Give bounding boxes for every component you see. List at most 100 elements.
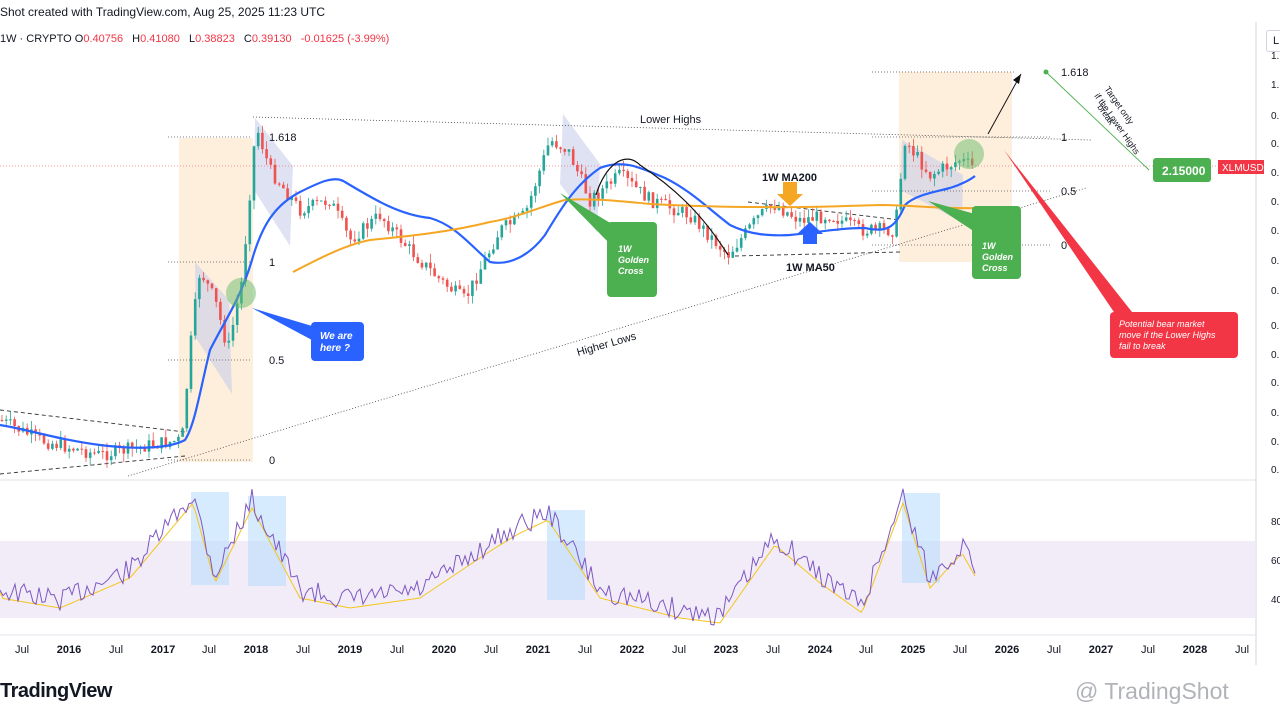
candle-body — [618, 169, 621, 174]
candle-body — [525, 207, 529, 211]
candle-body — [844, 217, 848, 221]
candle-body — [403, 242, 407, 246]
candle-body — [886, 227, 890, 236]
candle-body — [353, 239, 357, 242]
candle-body — [891, 235, 894, 237]
x-tick-label: Jul — [672, 644, 686, 656]
we-are-here-text: here ? — [320, 343, 350, 354]
candle-body — [832, 220, 835, 222]
breakout-arrow — [987, 73, 1022, 135]
golden-cross-1-box — [607, 222, 657, 297]
candle-body — [563, 149, 567, 152]
x-tick-label: Jul — [202, 644, 216, 656]
triangle-top — [0, 409, 186, 433]
candle-body — [828, 219, 831, 221]
target-box — [1153, 158, 1211, 182]
target-value: 2.15000 — [1162, 164, 1206, 178]
rsi-line — [0, 488, 976, 626]
x-tick-label: Jul — [1235, 644, 1249, 656]
scale-mode-button[interactable]: L — [1266, 30, 1280, 52]
candle-body — [332, 203, 336, 206]
candle-body — [374, 213, 378, 219]
golden-cross-1-text: Golden — [618, 255, 650, 265]
candle-body — [601, 188, 604, 199]
candle-body — [143, 446, 147, 452]
candle-body — [189, 335, 193, 389]
candle-body — [874, 224, 877, 229]
candle-body — [702, 225, 705, 229]
candle-body — [479, 269, 483, 284]
candle-body — [462, 288, 466, 294]
candle-body — [706, 225, 709, 240]
candle-body — [521, 210, 525, 214]
rsi-highlight — [547, 510, 585, 600]
channel-2017 — [195, 262, 232, 394]
symbol-line: 1W · CRYPTO — [0, 33, 72, 45]
x-tick-label: Jul — [1141, 644, 1155, 656]
candle-body — [853, 220, 856, 222]
candle-body — [97, 450, 100, 453]
ohlc-low: 0.38823 — [195, 33, 235, 45]
candle-body — [319, 200, 323, 202]
ma50-line — [0, 163, 976, 449]
candle-body — [370, 218, 373, 229]
candle-body — [248, 200, 252, 245]
bear-pointer — [1004, 150, 1132, 318]
candle-body — [210, 283, 214, 289]
candle-body — [928, 171, 932, 179]
candle-body — [903, 145, 907, 179]
candle-body — [685, 206, 688, 218]
candle-body — [534, 186, 537, 196]
candle-body — [55, 443, 58, 448]
candle-body — [714, 235, 718, 247]
price-axis-label: 0. — [1271, 168, 1279, 179]
candle-body — [626, 171, 630, 178]
candle-body — [265, 149, 268, 159]
x-tick-label: Jul — [766, 644, 780, 656]
candle-body — [13, 419, 16, 427]
rsi-ma-line — [0, 501, 976, 624]
candle-body — [878, 223, 882, 229]
candle-body — [286, 188, 289, 200]
x-tick-label: Jul — [484, 644, 498, 656]
candle-body — [256, 132, 260, 147]
price-axis-label: 0. — [1271, 286, 1279, 297]
candle-body — [93, 452, 96, 454]
candle-body — [555, 141, 558, 148]
candle-body — [748, 224, 751, 229]
candle-body — [496, 237, 499, 250]
bear-text: Potential bear market — [1119, 319, 1205, 329]
candle-body — [571, 149, 575, 165]
candle-body — [580, 171, 583, 175]
candle-body — [546, 145, 550, 156]
x-tick-label: 2026 — [995, 644, 1019, 656]
candle-body — [613, 173, 617, 184]
price-axis-label: 0. — [1271, 378, 1279, 389]
candle-body — [676, 212, 680, 216]
candle-body — [483, 257, 487, 270]
candle-body — [492, 249, 495, 254]
candle-body — [177, 436, 180, 442]
ma200-line — [292, 198, 976, 273]
fib-label: 1.618 — [269, 132, 297, 144]
candle-body — [164, 437, 168, 448]
channel-2025 — [900, 140, 963, 222]
candle-body — [933, 173, 936, 179]
wedge-top — [747, 201, 901, 221]
candle-body — [181, 428, 184, 437]
candle-body — [920, 152, 924, 170]
price-axis-label: 0. — [1271, 465, 1279, 476]
candle-body — [693, 215, 697, 223]
candle-body — [731, 251, 735, 258]
candle-body — [160, 437, 163, 449]
x-tick-label: 2027 — [1089, 644, 1113, 656]
highlight-circle-2025 — [954, 139, 984, 169]
x-tick-label: 2019 — [338, 644, 362, 656]
candle-body — [672, 208, 676, 216]
candle-body — [609, 181, 613, 184]
candle-body — [861, 224, 865, 236]
candle-body — [454, 285, 457, 292]
candle-body — [949, 167, 953, 170]
fib-label: 0.5 — [269, 355, 284, 367]
